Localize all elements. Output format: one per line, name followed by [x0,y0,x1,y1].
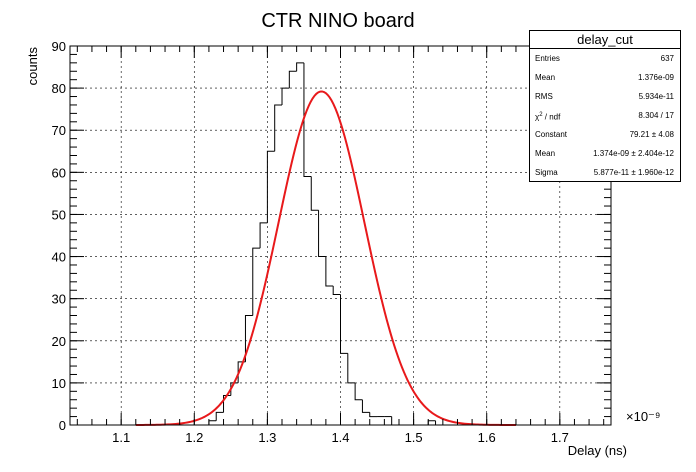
y-tick-label: 50 [52,207,66,222]
histogram-bin [436,421,443,425]
histogram-bin [260,223,267,248]
x-tick-label: 1.4 [331,430,349,445]
x-tick-label: 1.7 [551,430,569,445]
stats-row: Sigma 5.877e-11 ± 1.960e-12 [530,163,680,182]
y-tick-label: 90 [52,39,66,54]
histogram-bin [348,353,355,382]
x-axis-label: Delay (ns) [568,443,627,458]
y-tick-label: 80 [52,81,66,96]
x-tick-label: 1.5 [405,430,423,445]
histogram-bin [289,71,296,88]
y-axis-label: counts [25,47,40,86]
stats-row: Entries 637 [530,49,680,68]
histogram-bin [392,417,399,425]
stats-row: Mean 1.374e-09 ± 2.404e-12 [530,144,680,163]
stats-row: RMS 5.934e-11 [530,87,680,106]
stats-value: 5.934e-11 [639,87,674,106]
histogram-bin [216,412,223,420]
stats-row: χ2 / ndf 8.304 / 17 [530,106,680,125]
stats-box: delay_cut Entries 637 Mean 1.376e-09 RMS… [529,30,681,182]
y-tick-label: 0 [59,418,66,433]
histogram-bin [362,400,369,413]
histogram-bin [319,210,326,256]
histogram-bin [275,105,282,151]
stats-value: 1.376e-09 [638,68,674,87]
stats-key: Mean [535,68,555,87]
x-tick-label: 1.2 [185,430,203,445]
stats-key: Entries [535,49,560,68]
stats-value: 79.21 ± 4.08 [630,125,674,144]
histogram-bin [209,421,216,425]
histogram-bin [231,383,238,396]
y-tick-label: 10 [52,376,66,391]
stats-key: Constant [535,125,567,144]
stats-value: 8.304 / 17 [638,106,674,125]
histogram-bin [370,412,377,416]
stats-key: RMS [535,87,553,106]
x-tick-label: 1.3 [258,430,276,445]
y-tick-label: 20 [52,334,66,349]
histogram-bin [282,88,289,105]
histogram-bin [326,257,333,286]
histogram-bin [297,63,304,71]
chart-title: CTR NINO board [261,10,414,32]
stats-row: Constant 79.21 ± 4.08 [530,125,680,144]
stats-key: Sigma [535,163,558,182]
histogram-bin [311,177,318,211]
stats-value: 5.877e-11 ± 1.960e-12 [594,163,674,182]
stats-value: 637 [661,49,674,68]
histogram-bin [333,286,340,294]
y-tick-label: 70 [52,123,66,138]
x-tick-label: 1.1 [112,430,130,445]
stats-key: χ2 / ndf [535,106,560,127]
histogram-bin [341,294,348,353]
stats-box-title: delay_cut [530,31,680,49]
x-exponent-label: ×10⁻⁹ [626,409,660,424]
histogram-bin [267,151,274,223]
y-tick-label: 40 [52,250,66,265]
y-tick-label: 30 [52,292,66,307]
histogram [209,63,443,425]
stats-row: Mean 1.376e-09 [530,68,680,87]
stats-value: 1.374e-09 ± 2.404e-12 [593,144,674,163]
histogram-bin [428,421,435,425]
y-tick-label: 60 [52,165,66,180]
x-tick-label: 1.6 [478,430,496,445]
histogram-bin [355,383,362,400]
stats-key: Mean [535,144,555,163]
histogram-bin [304,63,311,177]
tick-labels: 1.1 1.2 1.3 1.4 1.5 1.6 1.7 0 10 20 30 40 50 60 70 80 90 [52,39,569,445]
